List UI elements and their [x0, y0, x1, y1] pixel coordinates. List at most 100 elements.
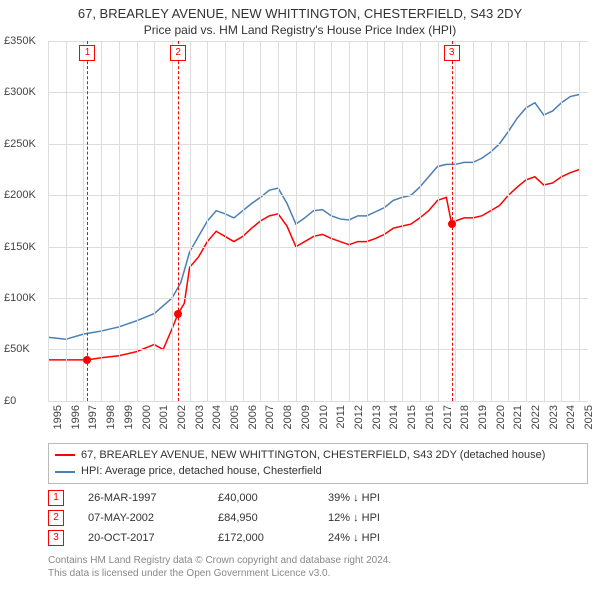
x-tick-label: 2013	[371, 405, 373, 429]
x-tick-label: 2000	[141, 405, 143, 429]
x-tick-label: 2011	[335, 405, 337, 429]
gridline-v	[579, 41, 580, 401]
gridline-v	[438, 41, 439, 401]
sale-dot	[448, 220, 456, 228]
gridline-h	[48, 298, 588, 299]
chart-title-line1: 67, BREARLEY AVENUE, NEW WHITTINGTON, CH…	[0, 0, 600, 23]
gridline-v	[66, 41, 67, 401]
sale-row: 3 20-OCT-2017£172,00024% ↓ HPI	[48, 528, 588, 548]
chart-area: £0£50K£100K£150K£200K£250K£300K£350K1995…	[48, 41, 588, 401]
sale-row-marker: 2	[48, 510, 64, 526]
gridline-v	[402, 41, 403, 401]
gridline-v	[172, 41, 173, 401]
gridline-h	[48, 41, 588, 42]
x-tick-label: 2002	[176, 405, 178, 429]
gridline-v	[296, 41, 297, 401]
sale-row-marker: 3	[48, 530, 64, 546]
gridline-h	[48, 247, 588, 248]
sale-dot	[83, 356, 91, 364]
x-tick-label: 2012	[353, 405, 355, 429]
sale-row-hpi: 12% ↓ HPI	[328, 512, 380, 524]
gridline-v	[508, 41, 509, 401]
x-tick-label: 2004	[211, 405, 213, 429]
sale-marker-box: 1	[79, 45, 95, 61]
x-tick-label: 2015	[406, 405, 408, 429]
sale-dot	[174, 310, 182, 318]
x-tick-label: 1998	[105, 405, 107, 429]
line-svg	[48, 41, 588, 401]
x-tick-label: 2023	[548, 405, 550, 429]
sale-row-price: £172,000	[218, 532, 328, 544]
gridline-v	[314, 41, 315, 401]
x-tick-label: 2016	[424, 405, 426, 429]
x-tick-label: 2005	[229, 405, 231, 429]
x-tick-label: 2003	[194, 405, 196, 429]
x-tick-label: 2006	[247, 405, 249, 429]
x-tick-label: 2019	[477, 405, 479, 429]
gridline-v	[367, 41, 368, 401]
legend-row: 67, BREARLEY AVENUE, NEW WHITTINGTON, CH…	[55, 447, 581, 464]
chart-title-line2: Price paid vs. HM Land Registry's House …	[0, 23, 600, 41]
sale-marker-line	[178, 41, 179, 401]
x-tick-label: 2009	[300, 405, 302, 429]
gridline-h	[48, 92, 588, 93]
gridline-v	[101, 41, 102, 401]
gridline-v	[137, 41, 138, 401]
legend-swatch	[55, 454, 75, 456]
sale-row-marker: 1	[48, 490, 64, 506]
gridline-v	[260, 41, 261, 401]
legend-label: HPI: Average price, detached house, Ches…	[81, 463, 322, 480]
sale-row-hpi: 24% ↓ HPI	[328, 532, 380, 544]
y-tick-label: £300K	[4, 86, 36, 98]
x-tick-label: 2001	[158, 405, 160, 429]
x-tick-label: 2010	[318, 405, 320, 429]
footer-line2: This data is licensed under the Open Gov…	[48, 567, 588, 580]
sale-marker-box: 2	[170, 45, 186, 61]
sale-marker-line	[87, 41, 88, 401]
x-tick-label: 2025	[583, 405, 585, 429]
x-tick-label: 2017	[442, 405, 444, 429]
legend-swatch	[55, 471, 75, 473]
sales-table: 126-MAR-1997£40,00039% ↓ HPI207-MAY-2002…	[48, 488, 588, 548]
x-tick-label: 2014	[388, 405, 390, 429]
gridline-v	[349, 41, 350, 401]
sale-row-price: £84,950	[218, 512, 328, 524]
sale-marker-box: 3	[444, 45, 460, 61]
gridline-v	[225, 41, 226, 401]
gridline-v	[119, 41, 120, 401]
x-tick-label: 2020	[495, 405, 497, 429]
y-tick-label: £200K	[4, 189, 36, 201]
legend-label: 67, BREARLEY AVENUE, NEW WHITTINGTON, CH…	[81, 447, 545, 464]
chart-container: 67, BREARLEY AVENUE, NEW WHITTINGTON, CH…	[0, 0, 600, 590]
plot-region: £0£50K£100K£150K£200K£250K£300K£350K1995…	[48, 41, 588, 401]
gridline-v	[491, 41, 492, 401]
gridline-v	[154, 41, 155, 401]
x-tick-label: 2008	[282, 405, 284, 429]
x-tick-label: 2018	[459, 405, 461, 429]
footer-attribution: Contains HM Land Registry data © Crown c…	[48, 554, 588, 580]
gridline-h	[48, 144, 588, 145]
gridline-v	[526, 41, 527, 401]
legend-box: 67, BREARLEY AVENUE, NEW WHITTINGTON, CH…	[48, 443, 588, 484]
sale-row-date: 20-OCT-2017	[88, 532, 218, 544]
y-tick-label: £350K	[4, 35, 36, 47]
gridline-v	[331, 41, 332, 401]
gridline-v	[473, 41, 474, 401]
y-tick-label: £150K	[4, 241, 36, 253]
x-tick-label: 1996	[70, 405, 72, 429]
x-tick-label: 1999	[123, 405, 125, 429]
gridline-v	[420, 41, 421, 401]
y-tick-label: £50K	[4, 343, 30, 355]
footer-line1: Contains HM Land Registry data © Crown c…	[48, 554, 588, 567]
x-tick-label: 2007	[264, 405, 266, 429]
sale-row-date: 26-MAR-1997	[88, 492, 218, 504]
y-tick-label: £0	[4, 395, 16, 407]
legend-row: HPI: Average price, detached house, Ches…	[55, 463, 581, 480]
sale-row: 126-MAR-1997£40,00039% ↓ HPI	[48, 488, 588, 508]
gridline-v	[544, 41, 545, 401]
gridline-v	[190, 41, 191, 401]
gridline-h	[48, 349, 588, 350]
x-tick-label: 2024	[565, 405, 567, 429]
gridline-v	[278, 41, 279, 401]
gridline-v	[83, 41, 84, 401]
